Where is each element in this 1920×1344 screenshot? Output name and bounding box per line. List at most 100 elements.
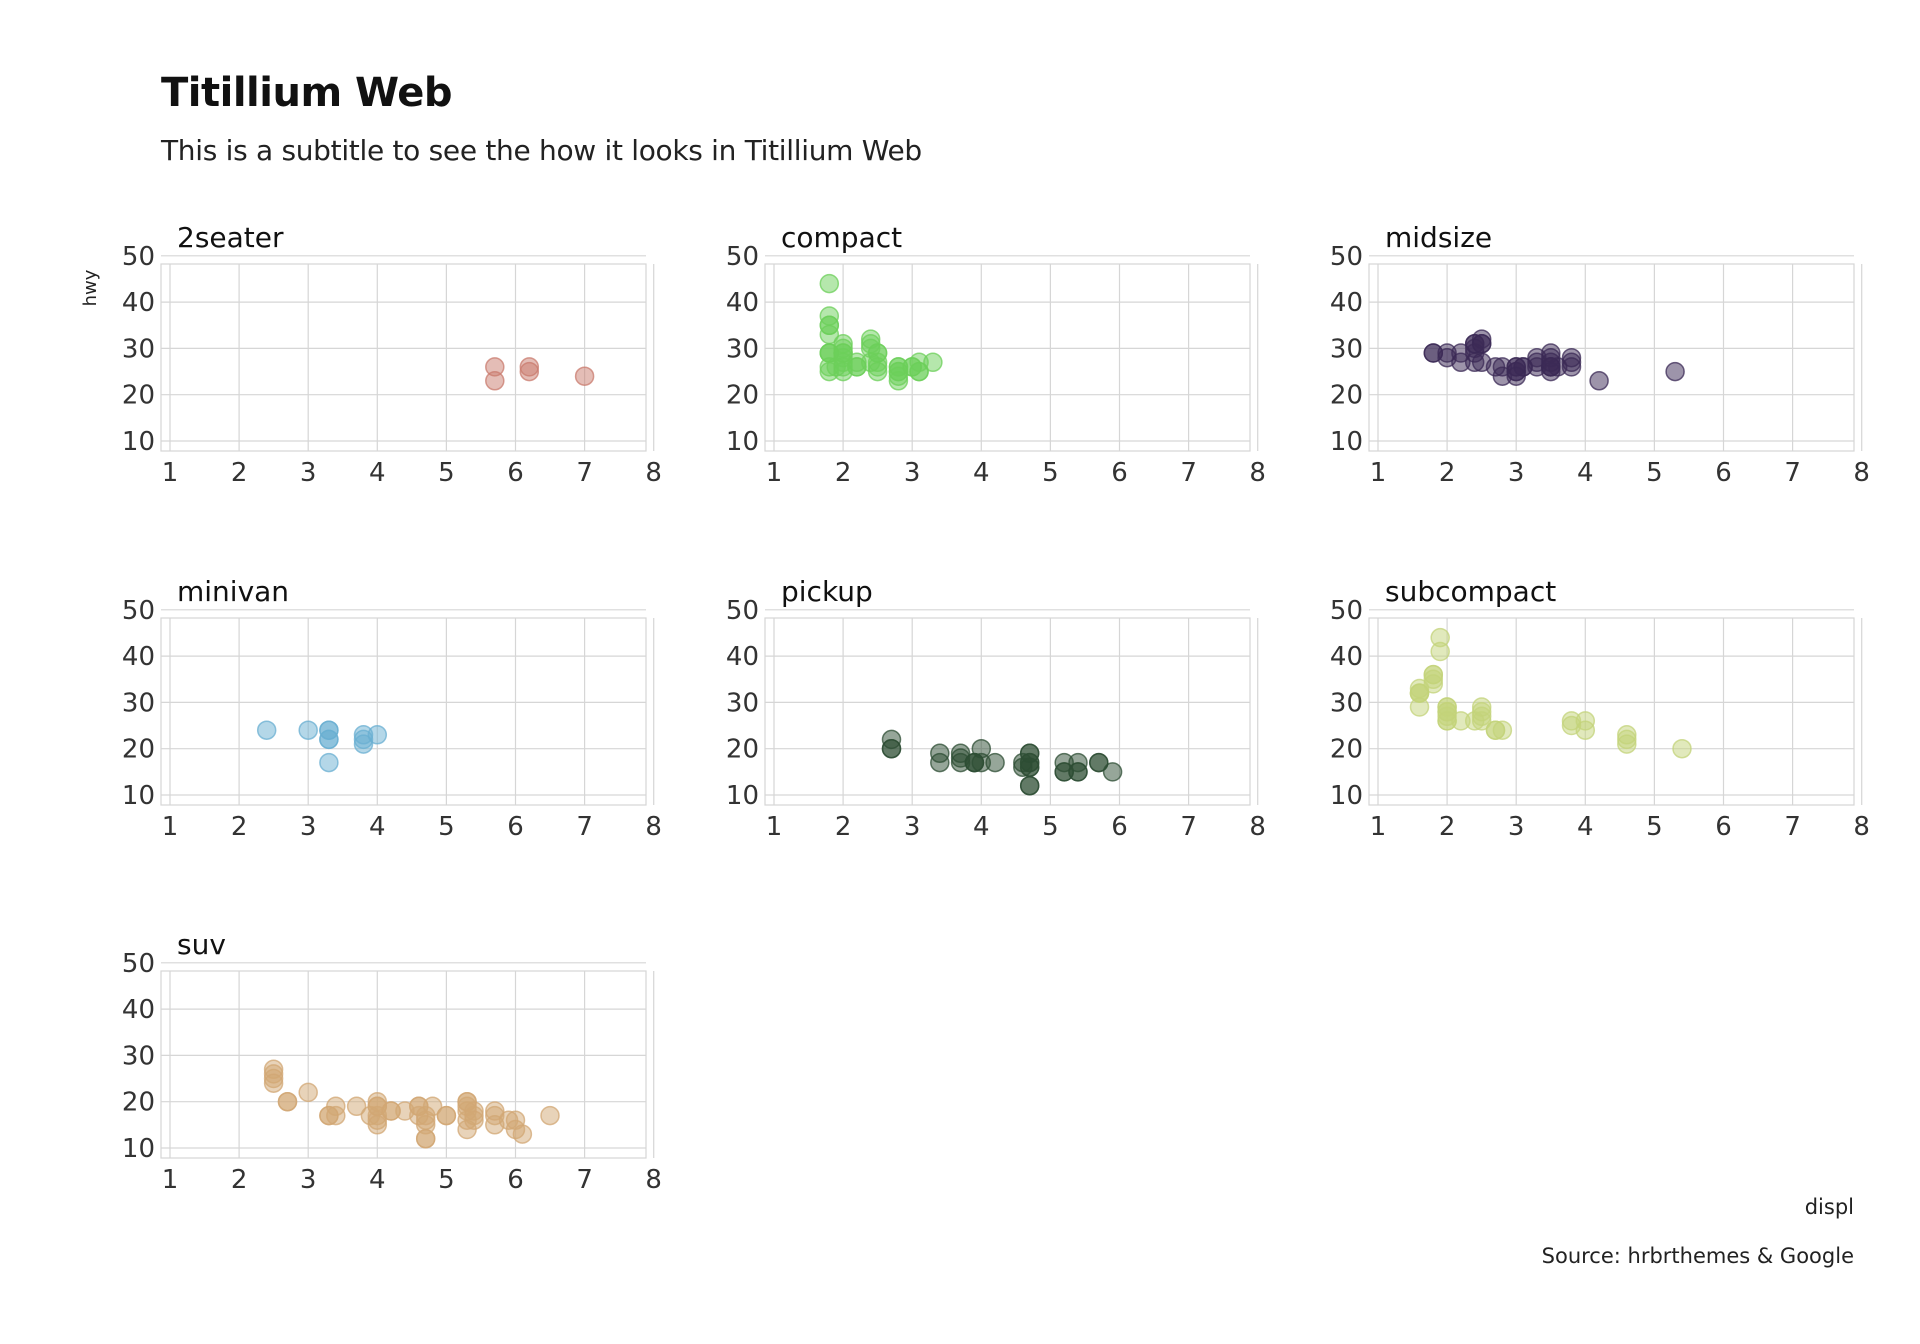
scatter-point [950, 743, 971, 764]
y-tick-label: 30 [1330, 334, 1363, 364]
panel-border [1368, 263, 1855, 452]
x-tick-label: 5 [1042, 812, 1059, 842]
panel-border [1368, 617, 1855, 806]
facet-strip-label: 2seater [177, 221, 284, 254]
scatter-point [902, 357, 922, 377]
y-tick-label: 20 [1330, 735, 1363, 765]
y-tick-label: 30 [726, 334, 759, 364]
scatter-point [1665, 361, 1685, 382]
scatter-point [464, 1110, 484, 1130]
scatter-point [1471, 334, 1492, 354]
x-tick-label: 7 [1180, 812, 1197, 842]
x-tick-label: 2 [231, 812, 248, 842]
x-tick-label: 5 [438, 458, 455, 488]
x-tick-label: 1 [766, 812, 783, 842]
x-tick-label: 2 [1439, 458, 1456, 488]
facet-strip-label: subcompact [1385, 575, 1556, 608]
x-tick-label: 2 [231, 458, 248, 488]
x-tick-label: 2 [231, 1165, 248, 1195]
x-tick-label: 4 [369, 1165, 386, 1195]
panel-border [764, 617, 1251, 806]
facet-panel-suv: suv 1 2 3 4 5 6 7 8 10 20 30 40 50 [122, 928, 662, 1195]
scatter-point [1437, 701, 1457, 722]
y-tick-label: 30 [122, 334, 155, 364]
scatter-point [485, 371, 505, 391]
scatter-point [860, 329, 881, 349]
y-tick-label: 50 [122, 596, 155, 626]
x-tick-label: 6 [1715, 458, 1732, 488]
scatter-point [867, 361, 888, 382]
y-tick-label: 40 [122, 642, 155, 672]
scatter-point [367, 1115, 388, 1135]
x-tick-label: 8 [1853, 812, 1870, 842]
x-tick-label: 4 [973, 812, 990, 842]
y-tick-label: 10 [122, 427, 155, 457]
y-tick-label: 10 [122, 1134, 155, 1164]
facet-panel-minivan: minivan 1 2 3 4 5 6 7 8 10 20 30 40 50 [122, 575, 662, 842]
y-tick-label: 50 [726, 242, 759, 272]
scatter-point [1019, 775, 1040, 796]
scatter-point [1019, 743, 1040, 764]
x-tick-label: 6 [507, 458, 524, 488]
scatter-point [263, 1073, 284, 1093]
y-tick-label: 50 [122, 949, 155, 979]
facet-strip-label: midsize [1385, 221, 1492, 254]
y-tick-label: 40 [1330, 288, 1363, 318]
scatter-point [346, 1096, 367, 1117]
scatter-point [298, 1082, 318, 1103]
scatter-point [1485, 720, 1506, 740]
x-tick-label: 6 [1111, 458, 1128, 488]
scatter-point [985, 752, 1005, 773]
scatter-point [298, 720, 318, 740]
x-tick-label: 8 [1853, 458, 1870, 488]
y-tick-label: 10 [726, 427, 759, 457]
x-tick-label: 3 [300, 812, 317, 842]
scatter-point [1409, 683, 1430, 703]
scatter-point [319, 720, 339, 740]
chart-subtitle: This is a subtitle to see the how it loo… [161, 134, 922, 167]
scatter-point [519, 361, 540, 382]
scatter-point [1430, 641, 1450, 662]
x-tick-label: 5 [1042, 458, 1059, 488]
scatter-point [1561, 347, 1582, 368]
x-tick-label: 1 [1370, 458, 1387, 488]
x-tick-label: 3 [1508, 458, 1525, 488]
x-tick-label: 6 [1715, 812, 1732, 842]
scatter-point [381, 1101, 401, 1121]
x-tick-label: 7 [576, 812, 593, 842]
x-tick-label: 8 [645, 812, 662, 842]
y-tick-label: 30 [726, 688, 759, 718]
x-tick-label: 2 [835, 812, 852, 842]
scatter-point [277, 1091, 298, 1112]
facet-panel-subcompact: subcompact 1 2 3 4 5 6 7 8 10 20 30 40 50 [1330, 575, 1870, 842]
y-tick-label: 40 [726, 642, 759, 672]
scatter-point [964, 752, 985, 773]
scatter-point [415, 1128, 436, 1149]
panel-border [160, 970, 647, 1159]
x-tick-label: 5 [438, 1165, 455, 1195]
y-tick-label: 30 [122, 1041, 155, 1071]
x-tick-label: 8 [1249, 812, 1266, 842]
y-tick-label: 20 [726, 735, 759, 765]
x-axis-label: displ [1804, 1195, 1854, 1219]
x-tick-label: 4 [973, 458, 990, 488]
scatter-point [326, 1105, 346, 1126]
facet-strip-label: minivan [177, 575, 289, 608]
scatter-point [819, 315, 840, 336]
x-tick-label: 8 [1249, 458, 1266, 488]
scatter-point [1506, 366, 1526, 386]
scatter-point [540, 1105, 560, 1126]
x-tick-label: 1 [162, 812, 179, 842]
y-tick-label: 20 [1330, 381, 1363, 411]
y-tick-label: 10 [122, 781, 155, 811]
facet-panel-2seater: 2seater 1 2 3 4 5 6 7 8 10 20 30 40 50 [122, 221, 662, 488]
facet-panel-compact: compact 1 2 3 4 5 6 7 8 10 20 30 40 50 [726, 221, 1266, 488]
x-tick-label: 6 [507, 1165, 524, 1195]
facet-panel-pickup: pickup 1 2 3 4 5 6 7 8 10 20 30 40 50 [726, 575, 1266, 842]
scatter-point [436, 1105, 457, 1126]
x-tick-label: 1 [162, 458, 179, 488]
scatter-point [1617, 725, 1637, 745]
facet-strip-label: suv [177, 928, 226, 961]
scatter-point [512, 1124, 533, 1144]
